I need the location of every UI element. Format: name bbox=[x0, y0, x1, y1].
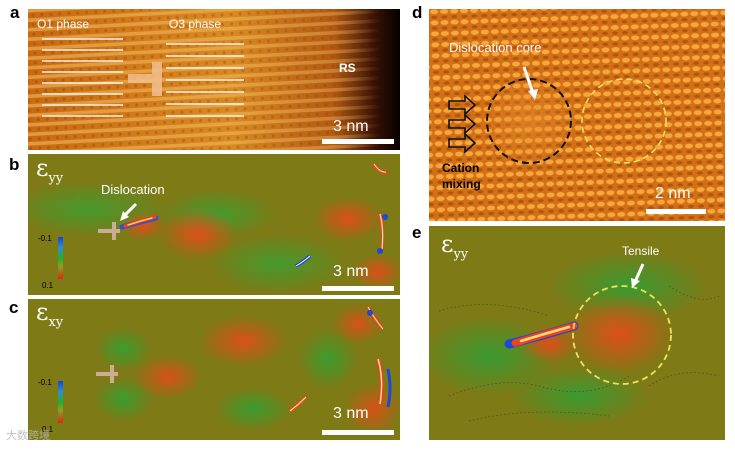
colorbar-c bbox=[58, 381, 63, 423]
dislocation-label: Dislocation bbox=[101, 182, 165, 197]
panel-d-letter: d bbox=[412, 3, 423, 22]
panel-a-image bbox=[28, 9, 400, 150]
colorbar-b-bottom: 0.1 bbox=[42, 281, 54, 290]
colorbar-b bbox=[58, 237, 63, 279]
o1-phase-label: O1 phase bbox=[37, 17, 90, 31]
scale-c-label: 3 nm bbox=[333, 405, 369, 422]
panel-a-letter: a bbox=[10, 3, 20, 22]
panel-b-strain-map bbox=[28, 154, 400, 295]
scale-bar-c bbox=[322, 430, 394, 435]
panel-b-letter: b bbox=[9, 155, 20, 174]
scale-bar-a bbox=[322, 139, 394, 144]
eps-yy-symbol-b: εyy bbox=[36, 154, 64, 186]
scale-b-label: 3 nm bbox=[333, 263, 369, 280]
panel-c-letter: c bbox=[9, 298, 19, 317]
scale-bar-b bbox=[322, 286, 394, 291]
scale-bar-d bbox=[646, 209, 706, 214]
scale-a-label: 3 nm bbox=[333, 118, 369, 135]
watermark-text: 大数跨境 bbox=[6, 429, 50, 442]
panel-c-strain-map bbox=[28, 299, 400, 440]
colorbar-c-bottom: 0.1 bbox=[42, 425, 54, 434]
tensile-label: Tensile bbox=[622, 244, 660, 258]
colorbar-c-top: -0.1 bbox=[38, 378, 52, 387]
scale-d-label: 2 nm bbox=[655, 185, 691, 202]
cation-label-line1: Cation bbox=[442, 161, 480, 175]
eps-yy-symbol-e: εyy bbox=[441, 230, 469, 262]
colorbar-b-top: -0.1 bbox=[38, 234, 52, 243]
panel-d-image bbox=[429, 9, 725, 221]
o3-phase-label: O3 phase bbox=[169, 17, 222, 31]
panel-e-letter: e bbox=[412, 223, 422, 242]
panel-e-strain-map bbox=[429, 226, 725, 440]
rs-label: RS bbox=[339, 61, 356, 75]
eps-xy-symbol-c: εxy bbox=[36, 298, 64, 330]
dislocation-core-label: Dislocation core bbox=[449, 40, 542, 55]
cation-label-line2: mixing bbox=[442, 177, 481, 191]
dislocation-symbol bbox=[128, 62, 162, 96]
watermark: 大数跨境 bbox=[6, 427, 50, 443]
